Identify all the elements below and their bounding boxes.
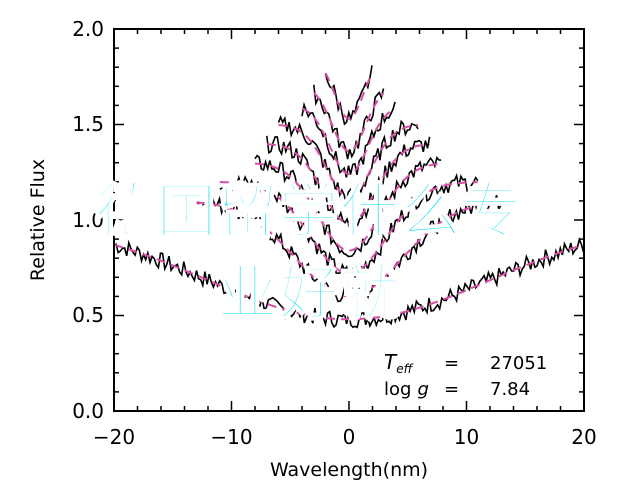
observed-spectrum-line [313,84,385,160]
overlay-text-line-1: 德国留学什么专 [95,176,523,248]
observed-spectrum-line [195,194,502,303]
x-tick-label: 10 [454,425,479,449]
logg-annotation: log g = 7.84 [384,379,530,400]
teff-annotation: Teff = 27051 [384,350,547,376]
model-spectrum-line [324,72,373,120]
model-spectrum-line [196,201,501,298]
teff-equals: = [444,353,459,374]
model-spectrum-line [254,162,442,252]
model-spectrum-line [313,92,385,153]
x-axis-title: Wavelength(nm) [270,459,428,481]
overlay-text-line-2: 业好就 [217,258,401,330]
observed-spectrum-line [277,114,419,204]
model-spectrum-line [266,143,430,225]
model-spectrum-line [219,181,478,275]
y-tick-label: 0.0 [72,399,104,423]
x-tick-label: −20 [93,425,135,449]
observed-spectrum-line [113,236,585,329]
model-spectrum-line [278,124,419,199]
observed-spectrum-line [301,101,396,178]
observed-spectrum-line [324,65,373,126]
x-tick-label: 20 [571,425,596,449]
y-tick-label: 1.5 [72,112,104,136]
observed-spectrum-line [219,172,479,279]
model-spectrum-line [301,107,396,176]
logg-value: 7.84 [490,379,530,400]
x-tick-label: −10 [210,425,252,449]
spectra-group [113,65,585,329]
logg-symbol: log g [384,379,429,400]
observed-spectrum-line [254,154,442,258]
x-tick-label: 0 [343,425,356,449]
logg-equals: = [444,379,459,400]
y-axis-title: Relative Flux [27,159,49,281]
model-spectrum-line [113,243,584,321]
y-tick-label: 2.0 [72,17,104,41]
teff-value: 27051 [490,353,547,374]
y-tick-label: 0.5 [72,303,104,327]
y-tick-label: 1.0 [72,208,104,232]
teff-symbol: Teff [384,350,414,376]
axis-ticks [113,28,585,412]
